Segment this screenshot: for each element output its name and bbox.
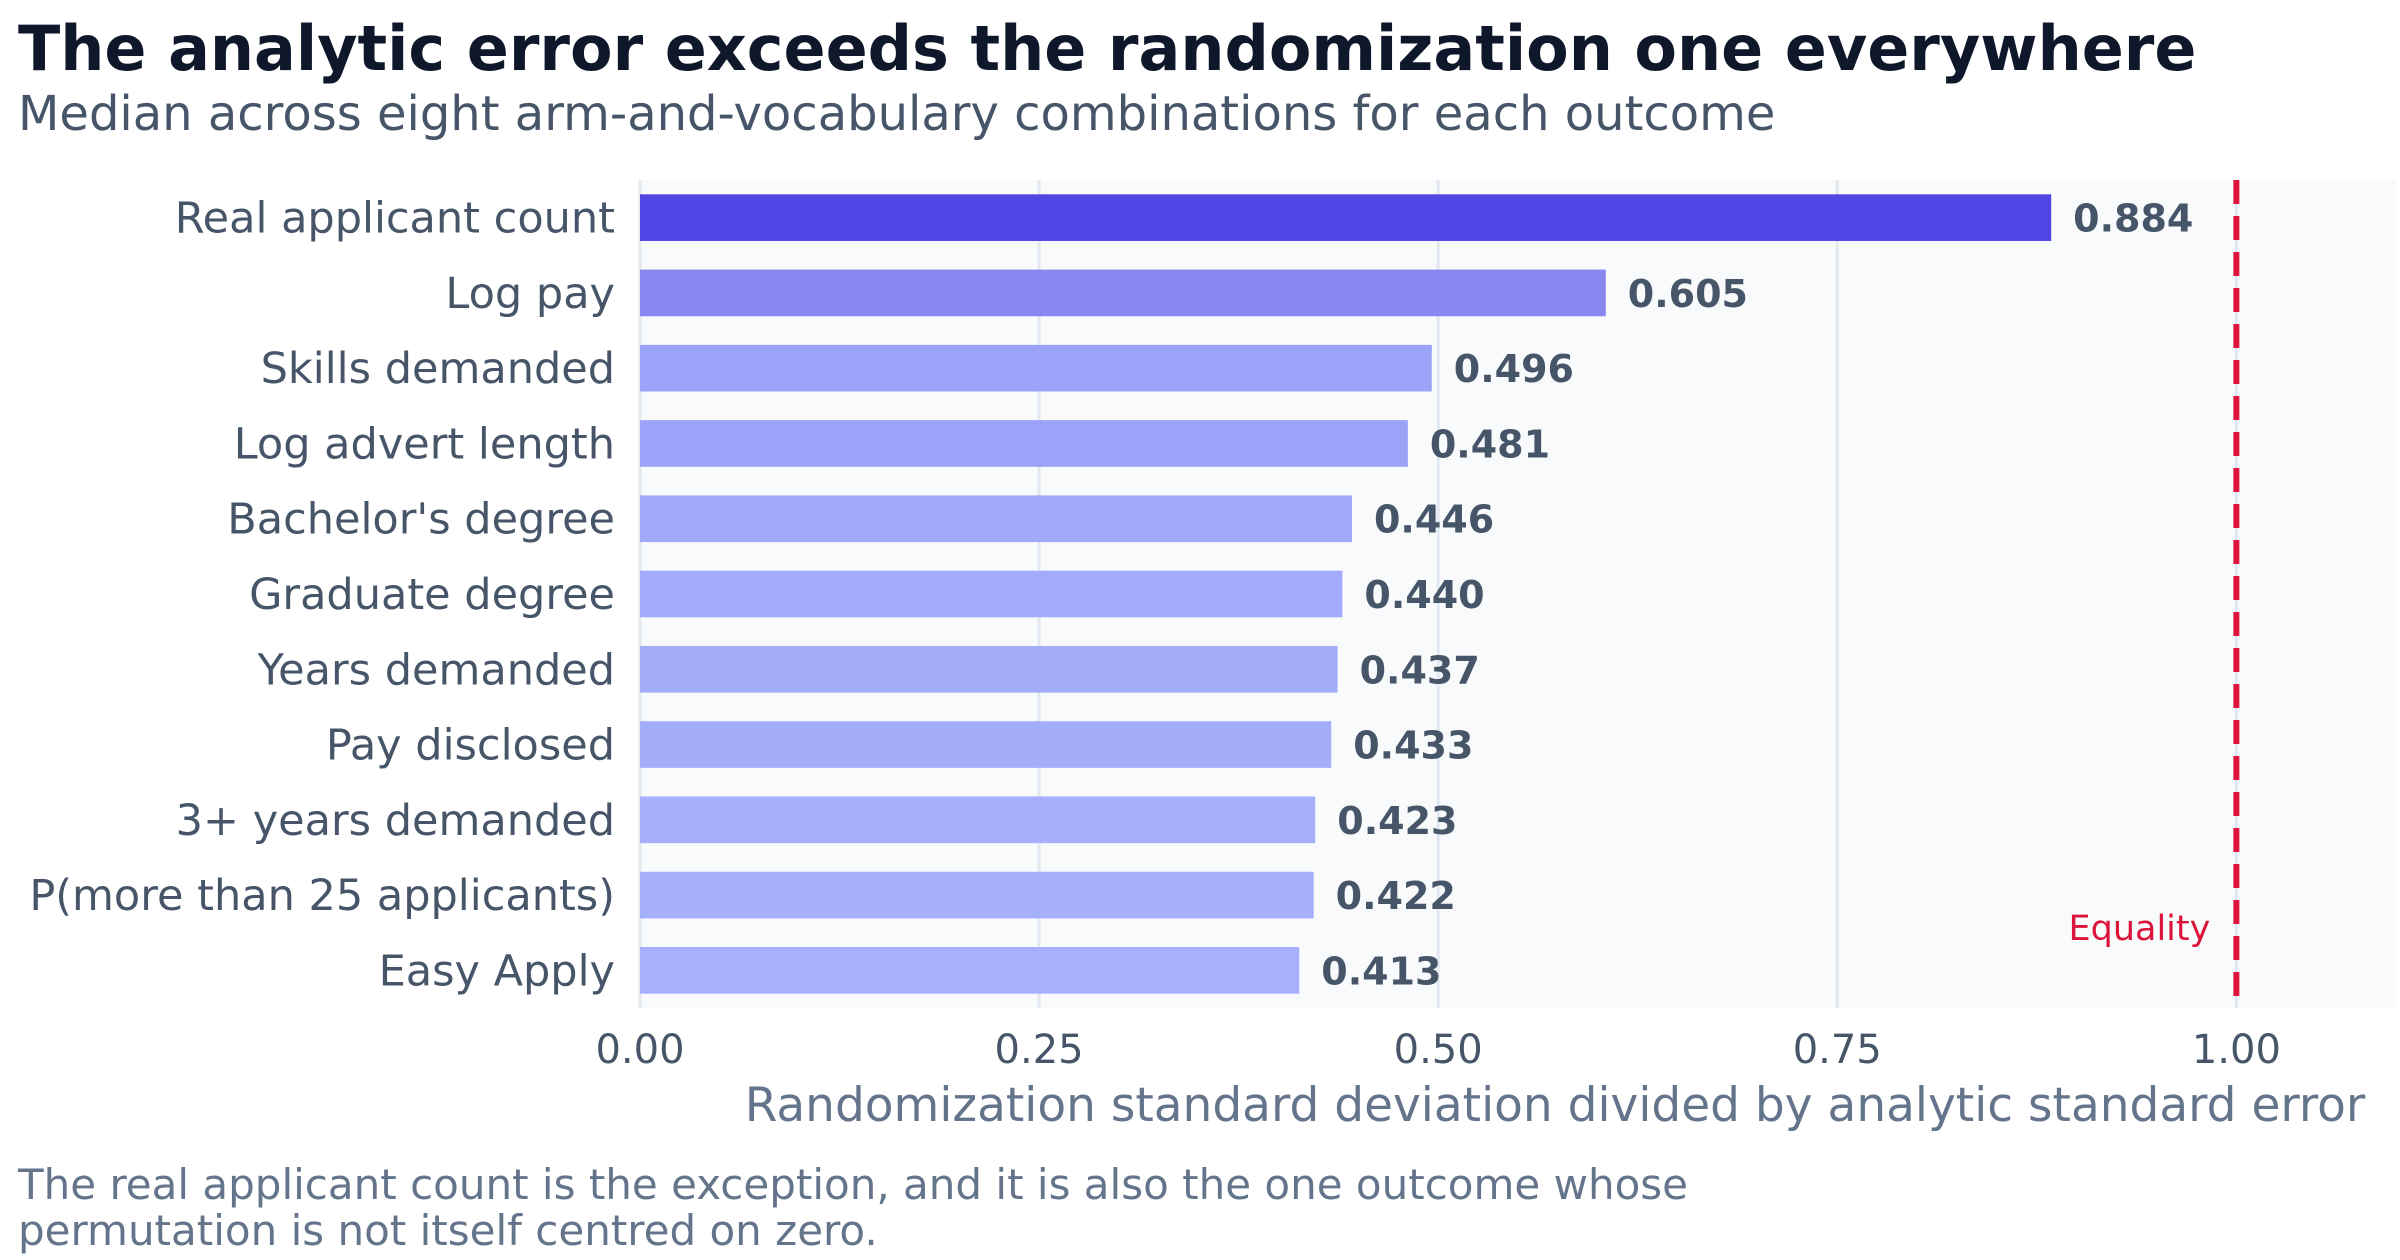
value-label: 0.496: [1454, 347, 1574, 391]
value-label: 0.440: [1364, 573, 1484, 617]
bar: [640, 871, 1314, 919]
category-label: P(more than 25 applicants): [29, 871, 615, 921]
bar: [640, 194, 2052, 241]
bar: [640, 645, 1338, 693]
value-label: 0.422: [1336, 874, 1456, 918]
bar: [640, 570, 1343, 618]
x-tick-label: 1.00: [2192, 1027, 2281, 1073]
category-label: Bachelor's degree: [227, 495, 615, 545]
chart-title: The analytic error exceeds the randomiza…: [18, 12, 2197, 85]
x-axis-label: Randomization standard deviation divided…: [745, 1078, 2366, 1133]
value-label: 0.413: [1321, 949, 1441, 993]
footnote-line-2: permutation is not itself centred on zer…: [18, 1206, 878, 1255]
reference-line-label: Equality: [2069, 909, 2211, 949]
x-tick-label: 0.75: [1793, 1027, 1882, 1073]
value-label: 0.481: [1430, 422, 1550, 466]
category-label: Graduate degree: [249, 570, 615, 620]
category-label: Log advert length: [234, 419, 615, 469]
category-label: Real applicant count: [175, 194, 615, 244]
value-label: 0.437: [1360, 648, 1480, 692]
bar: [640, 344, 1432, 392]
bar-chart: 0.00 0.25 0.50 0.75 1.00 Real applicant count…: [29, 180, 2366, 1133]
chart-subtitle: Median across eight arm-and-vocabulary c…: [18, 86, 1776, 142]
bar: [640, 721, 1332, 768]
value-label: 0.446: [1374, 498, 1494, 542]
category-label: Log pay: [445, 269, 615, 319]
bar: [640, 269, 1606, 317]
footnote-line-1: The real applicant count is the exceptio…: [18, 1160, 1688, 1209]
bar: [640, 420, 1408, 467]
x-tick-label: 0.25: [995, 1027, 1084, 1073]
category-label: 3+ years demanded: [176, 796, 615, 846]
bar: [640, 796, 1316, 844]
value-label: 0.433: [1353, 724, 1473, 768]
bar: [640, 495, 1352, 543]
category-label: Years demanded: [257, 645, 615, 695]
value-label: 0.884: [2073, 197, 2193, 241]
value-label: 0.605: [1628, 272, 1748, 316]
value-label: 0.423: [1337, 799, 1457, 843]
bar: [640, 947, 1300, 994]
category-label: Skills demanded: [261, 344, 615, 394]
footnote: The real applicant count is the exceptio…: [18, 1162, 1688, 1254]
x-tick-label: 0.50: [1394, 1027, 1483, 1073]
category-label: Easy Apply: [379, 946, 615, 996]
x-tick-label: 0.00: [595, 1027, 684, 1073]
category-label: Pay disclosed: [326, 721, 615, 771]
